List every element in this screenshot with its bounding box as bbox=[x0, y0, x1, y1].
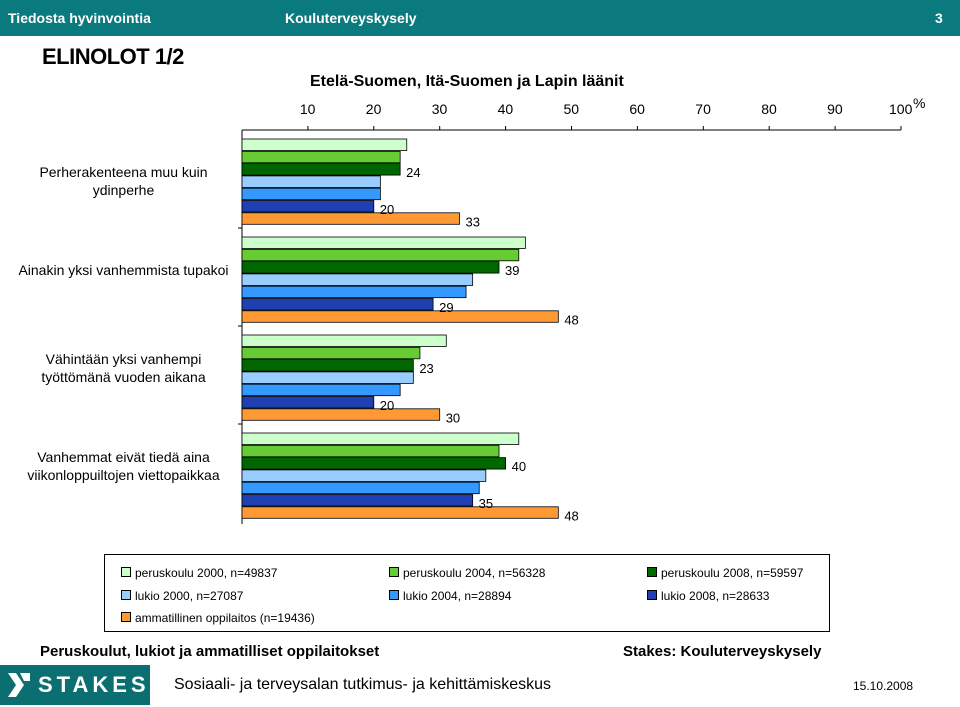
category-label: Vanhemmat eivät tiedä aina viikonloppuil… bbox=[27, 449, 220, 483]
bar bbox=[241, 457, 507, 470]
category-label: Vähintään yksi vanhempi työttömänä vuode… bbox=[41, 351, 206, 385]
legend-item: peruskoulu 2008, n=59597 bbox=[647, 566, 803, 580]
data-label: 20 bbox=[380, 398, 394, 413]
bar bbox=[241, 236, 526, 249]
data-label: 48 bbox=[564, 508, 578, 523]
legend-label: peruskoulu 2000, n=49837 bbox=[135, 566, 278, 580]
legend-item: peruskoulu 2004, n=56328 bbox=[389, 566, 545, 580]
bar bbox=[241, 383, 401, 397]
x-tick-label: 50 bbox=[563, 101, 580, 117]
bar bbox=[241, 346, 421, 360]
bar bbox=[241, 432, 520, 445]
bar bbox=[241, 175, 381, 188]
data-label: 33 bbox=[465, 214, 479, 229]
data-label: 24 bbox=[406, 165, 420, 180]
page-number: 3 bbox=[935, 10, 943, 26]
bar bbox=[241, 187, 381, 201]
bar bbox=[241, 494, 474, 507]
percent-unit: % bbox=[913, 95, 926, 111]
bar bbox=[241, 138, 408, 151]
legend-item: lukio 2008, n=28633 bbox=[647, 589, 769, 603]
bar bbox=[241, 310, 559, 323]
legend-swatch bbox=[389, 590, 399, 600]
legend-swatch bbox=[121, 590, 131, 600]
x-tick-label: 40 bbox=[497, 101, 514, 117]
bar bbox=[241, 200, 375, 213]
legend-swatch bbox=[121, 567, 131, 577]
x-tick-label: 10 bbox=[299, 101, 316, 117]
header-bar: Tiedosta hyvinvointia Kouluterveyskysely… bbox=[0, 0, 960, 36]
category-label: Ainakin yksi vanhemmista tupakoi bbox=[18, 262, 229, 278]
bar bbox=[241, 359, 414, 372]
header-left-text: Tiedosta hyvinvointia bbox=[8, 10, 151, 26]
bar bbox=[241, 150, 401, 164]
header-middle-text: Kouluterveyskysely bbox=[285, 10, 417, 26]
bar bbox=[241, 469, 487, 482]
bar bbox=[241, 298, 434, 311]
legend-label: lukio 2000, n=27087 bbox=[135, 589, 244, 603]
bar bbox=[241, 444, 500, 458]
bar bbox=[241, 273, 474, 286]
chart-title: Etelä-Suomen, Itä-Suomen ja Lapin läänit bbox=[310, 73, 624, 90]
category-label: Perherakenteena muu kuin ydinperhe bbox=[39, 164, 208, 198]
legend-label: ammatillinen oppilaitos (n=19436) bbox=[135, 611, 315, 625]
slide-date: 15.10.2008 bbox=[853, 679, 914, 693]
legend-swatch bbox=[647, 590, 657, 600]
logo-text: STAKES bbox=[38, 672, 150, 697]
bar bbox=[241, 396, 375, 409]
x-tick-label: 60 bbox=[629, 101, 645, 117]
legend-label: peruskoulu 2004, n=56328 bbox=[403, 566, 546, 580]
legend-item: peruskoulu 2000, n=49837 bbox=[121, 566, 277, 580]
x-tick-label: 90 bbox=[827, 101, 843, 117]
x-tick-label: 70 bbox=[695, 101, 711, 117]
bar bbox=[241, 261, 500, 274]
bar bbox=[241, 371, 414, 384]
footer-right: Stakes: Kouluterveyskysely bbox=[623, 643, 822, 660]
legend-label: lukio 2008, n=28633 bbox=[661, 589, 770, 603]
bar bbox=[241, 506, 559, 519]
data-label: 40 bbox=[512, 459, 526, 474]
slide-title: ELINOLOT 1/2 bbox=[42, 44, 184, 69]
x-tick-label: 80 bbox=[761, 101, 777, 117]
x-tick-label: 30 bbox=[431, 101, 448, 117]
legend-swatch bbox=[121, 612, 131, 622]
data-label: 35 bbox=[479, 496, 493, 511]
bar bbox=[241, 285, 467, 299]
x-tick-label: 100 bbox=[889, 101, 913, 117]
x-tick-label: 20 bbox=[365, 101, 382, 117]
legend-item: ammatillinen oppilaitos (n=19436) bbox=[121, 611, 315, 625]
bar bbox=[241, 248, 520, 262]
data-label: 20 bbox=[380, 202, 394, 217]
bar bbox=[241, 408, 441, 421]
data-label: 29 bbox=[439, 300, 453, 315]
footer-left: Peruskoulut, lukiot ja ammatilliset oppi… bbox=[40, 643, 380, 660]
bar bbox=[241, 481, 480, 495]
organization-name: Sosiaali- ja terveysalan tutkimus- ja ke… bbox=[174, 676, 552, 693]
legend-label: lukio 2004, n=28894 bbox=[403, 589, 512, 603]
bar-chart: 24 20 33 39 29 48 23 20 30 40 35 48 bbox=[238, 126, 902, 524]
stakes-logo: STAKES bbox=[0, 665, 150, 705]
legend-item: lukio 2004, n=28894 bbox=[389, 589, 511, 603]
legend-label: peruskoulu 2008, n=59597 bbox=[661, 566, 804, 580]
data-label: 48 bbox=[564, 312, 578, 327]
stakes-logo-mark-icon bbox=[8, 673, 30, 697]
legend-swatch bbox=[647, 567, 657, 577]
data-label: 23 bbox=[419, 361, 433, 376]
data-label: 39 bbox=[505, 263, 519, 278]
bar bbox=[241, 334, 447, 347]
bar bbox=[241, 163, 401, 176]
legend-swatch bbox=[389, 567, 399, 577]
bar bbox=[241, 212, 460, 225]
data-label: 30 bbox=[446, 410, 460, 425]
chart-legend: peruskoulu 2000, n=49837 peruskoulu 2004,… bbox=[104, 554, 830, 632]
legend-item: lukio 2000, n=27087 bbox=[121, 589, 243, 603]
